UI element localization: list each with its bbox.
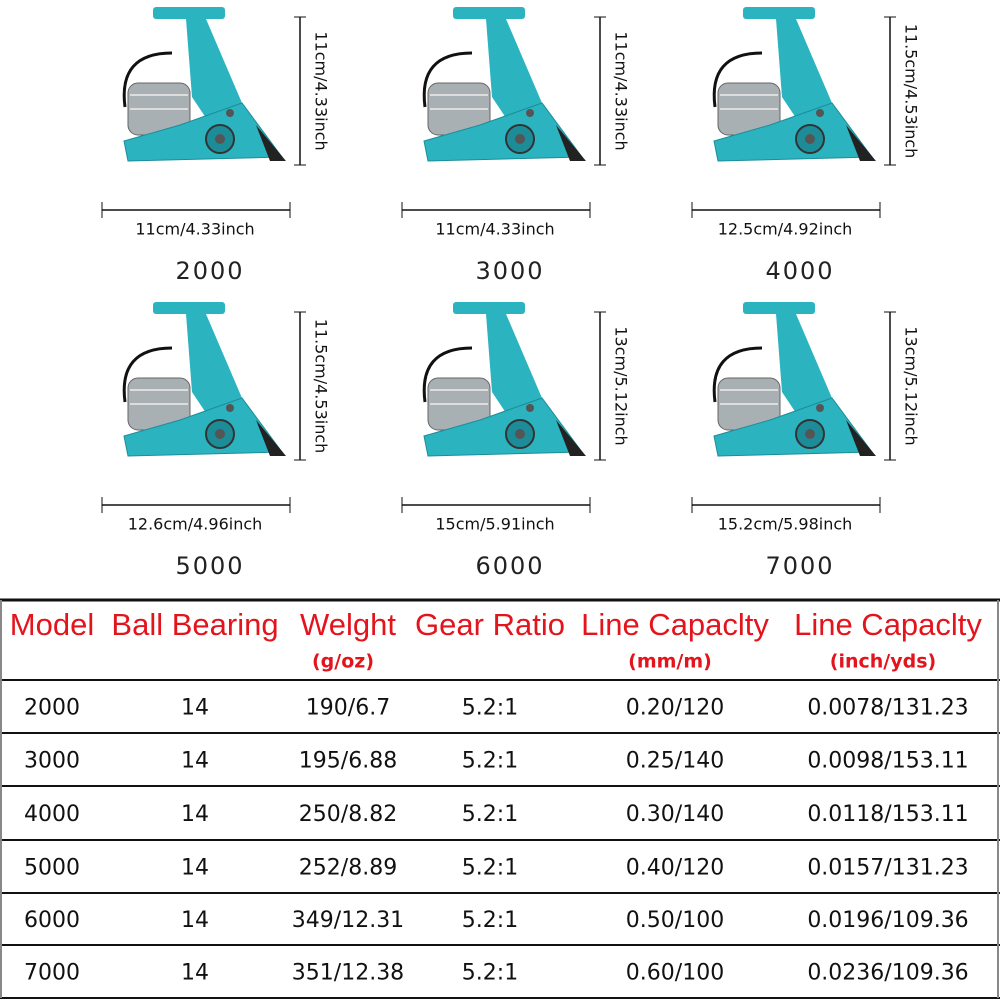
reel: 11.5cm/4.53inch 12.6cm/4.96inch 5000 (101, 300, 331, 580)
reel: 13cm/5.12inch 15.2cm/5.98inch 7000 (691, 300, 921, 580)
table-cell: 14 (181, 908, 209, 933)
header-label: Gear Ratio (415, 607, 565, 642)
table-cell: 0.40/120 (626, 856, 724, 881)
table-cell: 0.20/120 (626, 696, 724, 721)
table-cell: 349/12.31 (292, 908, 404, 933)
model-label: 3000 (475, 257, 544, 285)
table-cell: 0.60/100 (626, 961, 724, 986)
height-label: 13cm/5.12inch (902, 326, 921, 445)
reel-image (422, 5, 588, 163)
header-label: Model (10, 607, 94, 642)
header-label: Welght (300, 607, 396, 642)
width-label: 15cm/5.91inch (435, 515, 554, 534)
table-cell: 250/8.82 (299, 802, 397, 827)
table-cell: 190/6.7 (306, 696, 390, 721)
table-cell: 0.0196/109.36 (807, 908, 968, 933)
reel-image (122, 5, 288, 163)
table-cell: 4000 (24, 802, 80, 827)
table-cell: 5.2:1 (462, 802, 518, 827)
width-label: 11cm/4.33inch (435, 220, 554, 239)
table-cell: 14 (181, 961, 209, 986)
model-label: 7000 (765, 552, 834, 580)
reel: 11cm/4.33inch 11cm/4.33inch 2000 (101, 5, 331, 285)
reel: 13cm/5.12inch 15cm/5.91inch 6000 (401, 300, 631, 580)
reel-image (712, 300, 878, 458)
height-label: 11cm/4.33inch (612, 31, 631, 150)
table-cell: 0.50/100 (626, 908, 724, 933)
table-cell: 0.25/140 (626, 749, 724, 774)
table-cell: 5000 (24, 856, 80, 881)
table-cell: 14 (181, 696, 209, 721)
table-cell: 5.2:1 (462, 856, 518, 881)
reel: 11.5cm/4.53inch 12.5cm/4.92inch 4000 (691, 5, 921, 285)
table-cell: 252/8.89 (299, 856, 397, 881)
table-cell: 0.0078/131.23 (807, 696, 968, 721)
reel-image (122, 300, 288, 458)
width-label: 12.5cm/4.92inch (718, 220, 853, 239)
table-cell: 14 (181, 802, 209, 827)
table-cell: 5.2:1 (462, 961, 518, 986)
table-cell: 14 (181, 749, 209, 774)
width-label: 12.6cm/4.96inch (128, 515, 263, 534)
header-label: Line Capaclty (794, 607, 982, 642)
table-cell: 195/6.88 (299, 749, 397, 774)
height-label: 13cm/5.12inch (612, 326, 631, 445)
table-cell: 0.0118/153.11 (807, 802, 968, 827)
table-cell: 3000 (24, 749, 80, 774)
model-label: 2000 (175, 257, 244, 285)
width-label: 15.2cm/5.98inch (718, 515, 853, 534)
header-label: Line Capaclty (581, 607, 769, 642)
table-cell: 0.30/140 (626, 802, 724, 827)
table-cell: 351/12.38 (292, 961, 404, 986)
reel-image (422, 300, 588, 458)
table-cell: 0.0098/153.11 (807, 749, 968, 774)
model-label: 5000 (175, 552, 244, 580)
header-unit: (g/oz) (312, 651, 374, 673)
table-cell: 5.2:1 (462, 908, 518, 933)
table-cell: 5.2:1 (462, 749, 518, 774)
model-label: 4000 (765, 257, 834, 285)
table-cell: 7000 (24, 961, 80, 986)
header-label: Ball Bearing (111, 607, 278, 642)
model-label: 6000 (475, 552, 544, 580)
header-unit: (mm/m) (628, 651, 712, 673)
table-cell: 0.0236/109.36 (807, 961, 968, 986)
height-label: 11cm/4.33inch (312, 31, 331, 150)
table-cell: 14 (181, 856, 209, 881)
reel: 11cm/4.33inch 11cm/4.33inch 3000 (401, 5, 631, 285)
width-label: 11cm/4.33inch (135, 220, 254, 239)
table-cell: 6000 (24, 908, 80, 933)
reel-image (712, 5, 878, 163)
header-unit: (inch/yds) (830, 651, 936, 673)
table-cell: 2000 (24, 696, 80, 721)
height-label: 11.5cm/4.53inch (902, 24, 921, 159)
table-cell: 5.2:1 (462, 696, 518, 721)
table-cell: 0.0157/131.23 (807, 856, 968, 881)
height-label: 11.5cm/4.53inch (312, 319, 331, 454)
